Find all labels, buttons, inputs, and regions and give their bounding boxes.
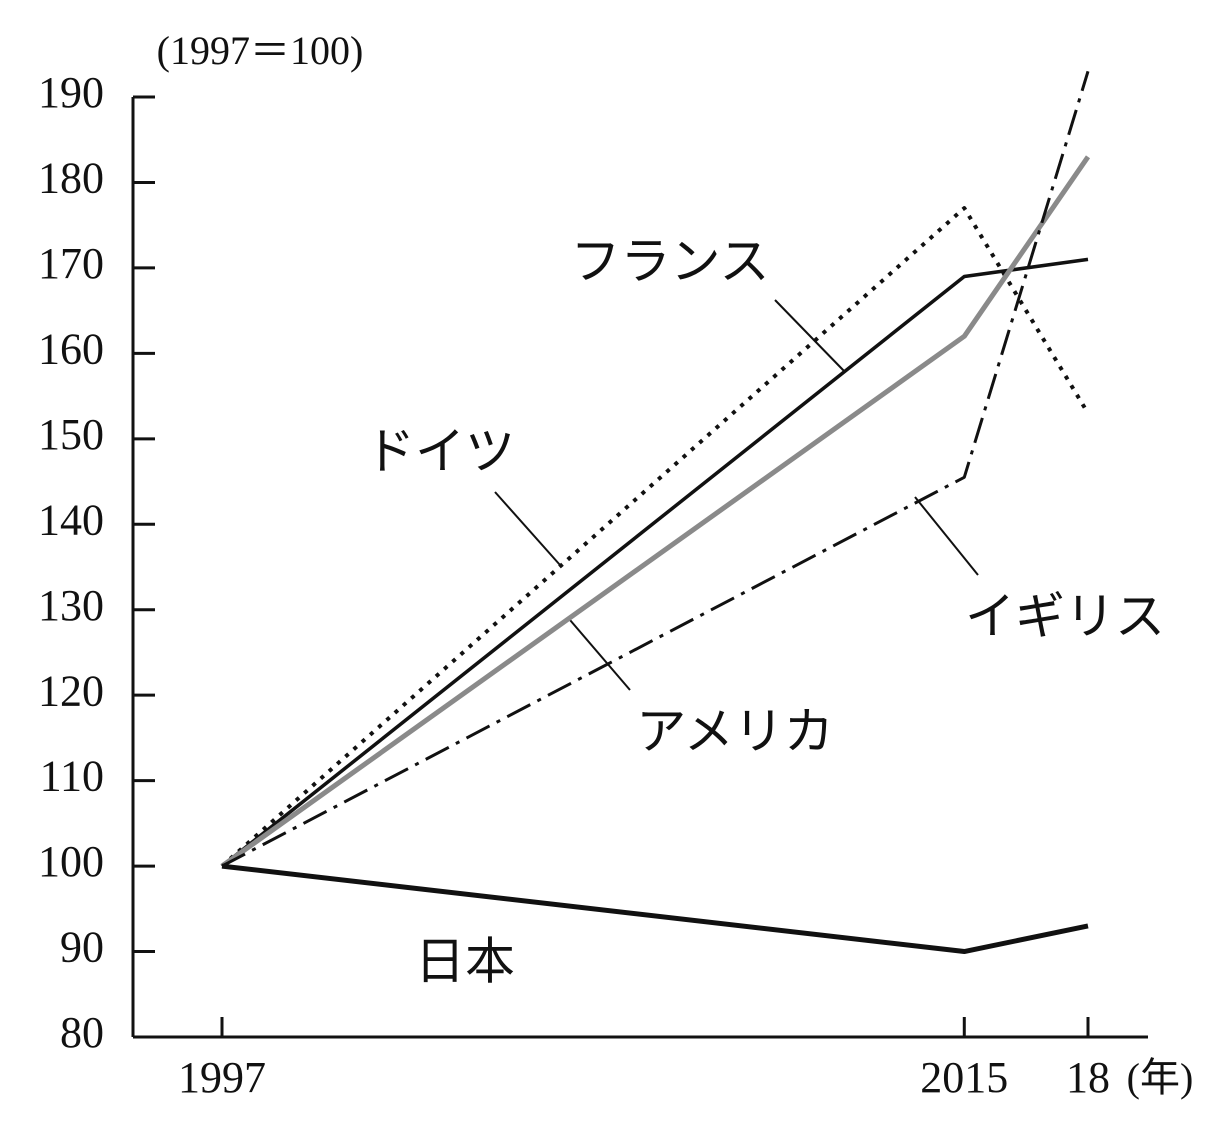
series-label: 日本: [415, 933, 515, 991]
y-tick-label: 130: [38, 581, 104, 630]
y-tick-label: 140: [38, 495, 104, 544]
series-line: [221, 70, 1090, 868]
series-line: [221, 863, 1089, 955]
leader-line: [914, 496, 979, 576]
series-line: [220, 155, 1091, 869]
series-line: [220, 257, 1089, 868]
leader-line: [494, 491, 561, 566]
series-label: イギリス: [965, 588, 1165, 646]
y-tick-label: 100: [38, 837, 104, 886]
y-tick-label: 120: [38, 666, 104, 715]
series-label: アメリカ: [636, 703, 834, 761]
x-tick-label: 2015: [920, 1053, 1008, 1102]
y-tick-label: 190: [38, 68, 104, 117]
series-label: フランス: [571, 233, 770, 291]
y-unit-label: (1997＝100): [157, 28, 364, 73]
x-tick-label: 18: [1066, 1053, 1110, 1102]
leader-line: [569, 619, 631, 691]
series-line: [220, 206, 1090, 868]
leader-line: [774, 299, 846, 373]
y-tick-label: 110: [40, 752, 104, 801]
series-label: ドイツ: [365, 423, 515, 481]
y-tick-label: 180: [38, 154, 104, 203]
y-tick-label: 150: [38, 410, 104, 459]
x-tick-label: 1997: [178, 1053, 266, 1102]
y-tick-label: 160: [38, 324, 104, 373]
y-tick-label: 170: [38, 239, 104, 288]
y-tick-label: 80: [60, 1008, 104, 1057]
x-unit-label: (年): [1127, 1055, 1194, 1100]
y-tick-label: 90: [60, 923, 104, 972]
